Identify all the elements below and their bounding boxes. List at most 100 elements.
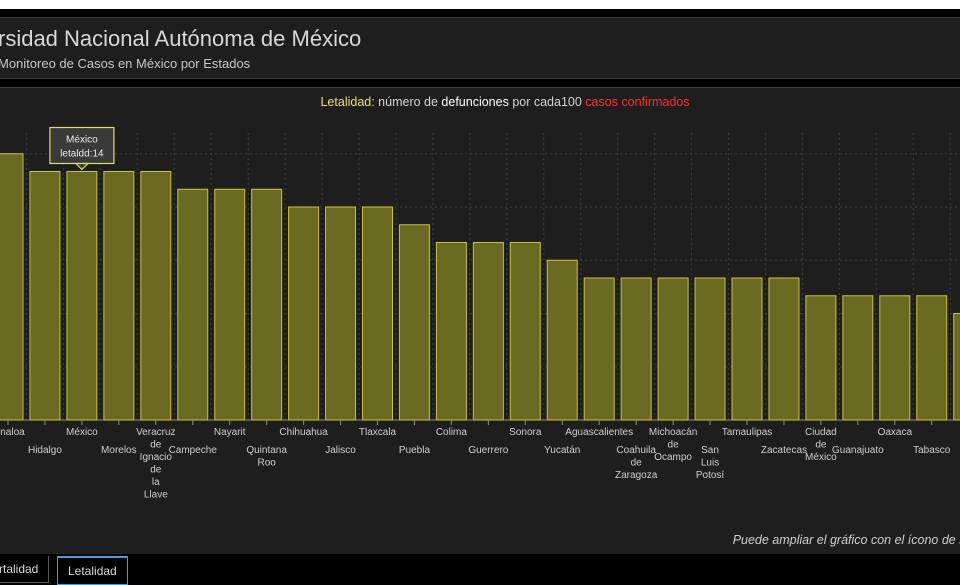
bar[interactable]: [398, 224, 430, 421]
x-tick-label-line: Morelos: [101, 445, 137, 456]
x-tick-label-line: Tabasco: [913, 445, 951, 456]
x-tick-label-line: Guanajuato: [832, 445, 884, 456]
bar[interactable]: [103, 171, 135, 421]
x-tick-label-line: Colima: [436, 427, 468, 438]
x-tick-label: México: [66, 427, 98, 438]
x-tick-label-line: Puebla: [399, 445, 431, 456]
x-tick-label-line: de: [150, 465, 162, 476]
x-tick-label: Aguascalientes: [565, 427, 633, 438]
x-tick-label: Tabasco: [913, 445, 951, 456]
x-tick-label-line: México: [66, 427, 98, 438]
x-tick-label: San Luis Potosí: [696, 445, 725, 481]
x-tick-label-line: México: [805, 452, 837, 463]
bar[interactable]: [362, 206, 393, 421]
tab-letalidad[interactable]: Letalidad: [57, 556, 128, 585]
x-tick-label-line: de: [668, 440, 680, 451]
x-tick-label-line: Michoacán: [649, 427, 697, 438]
x-tick-label-line: Guerrero: [468, 445, 508, 456]
x-tick-label-line: la: [152, 477, 160, 488]
bar[interactable]: [288, 206, 320, 421]
x-tick-label-line: Hidalgo: [28, 445, 62, 456]
x-tick-label-line: Aguascalientes: [565, 427, 633, 438]
x-tick-label: Sonora: [509, 427, 542, 438]
bar-chart[interactable]: SinaloaHidalgoMéxicoMorelosVeracruzdeIgn…: [0, 88, 960, 554]
bar[interactable]: [472, 242, 504, 421]
app-subtitle: Monitoreo de Casos en México por Estados: [0, 56, 251, 71]
bar[interactable]: [546, 259, 578, 421]
bar[interactable]: [66, 171, 98, 421]
x-tick-label: Coahuila de Zaragoza: [615, 445, 658, 481]
bar[interactable]: [251, 188, 283, 421]
x-tick-label-line: Chihuahua: [279, 427, 328, 438]
chart-header-defunciones: defunciones: [441, 95, 509, 109]
bar[interactable]: [140, 171, 172, 421]
tooltip-value: letaldd:14: [60, 149, 104, 160]
bar[interactable]: [657, 277, 689, 421]
x-tick-label-line: Oaxaca: [878, 427, 913, 438]
tab-mortalidad[interactable]: rtalidad: [0, 556, 50, 583]
x-tick-label: Guerrero: [468, 445, 508, 456]
window-top-strip: [0, 0, 960, 9]
x-tick-label-line: Yucatán: [544, 445, 580, 456]
x-tick-label: Morelos: [101, 445, 137, 456]
bar[interactable]: [0, 153, 24, 421]
tooltip-title: México: [66, 135, 98, 146]
x-tick-label: Jalisco: [325, 445, 356, 456]
x-tick-label: Colima: [436, 427, 468, 438]
bar[interactable]: [435, 242, 467, 421]
x-tick-label: Chihuahua: [279, 427, 328, 438]
x-tick-label-line: Zaragoza: [615, 470, 658, 481]
bar[interactable]: [842, 295, 874, 421]
x-tick-label-line: de: [815, 440, 827, 451]
x-tick-label-line: Coahuila: [616, 445, 656, 456]
chart-header-letalidad: Letalidad:: [320, 95, 375, 109]
x-tick-label: Yucatán: [544, 445, 580, 456]
bar[interactable]: [29, 171, 61, 421]
x-tick-label-line: Potosí: [696, 470, 725, 481]
x-tick-label-line: de: [150, 440, 162, 451]
chart-header-text-1: número de: [374, 95, 442, 109]
x-tick-label: Tamaulipas: [722, 427, 773, 438]
chart-panel: SinaloaHidalgoMéxicoMorelosVeracruzdeIgn…: [0, 87, 960, 554]
x-tick-label-line: Jalisco: [325, 445, 356, 456]
app-title: rsidad Nacional Autónoma de México: [0, 26, 362, 51]
x-tick-label-line: Campeche: [169, 445, 218, 456]
chart-header-text-2: por cada100: [508, 95, 586, 109]
chart-header-casos: casos confirmados: [585, 95, 690, 109]
bar[interactable]: [177, 188, 209, 421]
x-tick-label-line: Sonora: [509, 427, 542, 438]
bar[interactable]: [879, 295, 911, 421]
x-tick-label-line: San: [701, 445, 719, 456]
x-tick-label-line: de: [631, 458, 643, 469]
x-tick-label: Guanajuato: [832, 445, 884, 456]
bar[interactable]: [509, 242, 541, 421]
tooltip-pointer: [74, 162, 90, 171]
x-tick-label-line: Veracruz: [136, 427, 175, 438]
tab-bar: rtalidad Letalidad: [0, 556, 960, 585]
bar[interactable]: [620, 277, 652, 421]
x-tick-label: Quintana Roo: [246, 445, 287, 469]
bar[interactable]: [731, 277, 763, 421]
bar[interactable]: [916, 295, 948, 421]
x-tick-label: Nayarit: [214, 427, 246, 438]
x-tick-label-line: Ocampo: [654, 452, 692, 463]
x-tick-label: Hidalgo: [28, 445, 62, 456]
x-tick-label-line: Llave: [144, 490, 168, 501]
x-tick-label-line: Tlaxcala: [359, 427, 397, 438]
bar[interactable]: [694, 277, 726, 421]
bar[interactable]: [325, 206, 357, 421]
bar[interactable]: [805, 295, 837, 421]
x-tick-label: Ciudad de México: [805, 427, 837, 463]
x-tick-label: Oaxaca: [878, 427, 913, 438]
x-tick-label: Veracruz de Ignacio de la Llave: [136, 427, 175, 501]
x-tick-label-line: Ignacio: [140, 452, 173, 463]
x-tick-label-line: Nayarit: [214, 427, 246, 438]
x-tick-label-line: Luis: [701, 458, 719, 469]
x-tick-label-line: Tamaulipas: [722, 427, 773, 438]
bar[interactable]: [768, 277, 800, 421]
x-tick-label: Puebla: [399, 445, 431, 456]
bar[interactable]: [583, 277, 615, 421]
x-tick-label-line: Quintana: [246, 445, 287, 456]
bar[interactable]: [214, 188, 246, 421]
bar[interactable]: [953, 313, 960, 421]
